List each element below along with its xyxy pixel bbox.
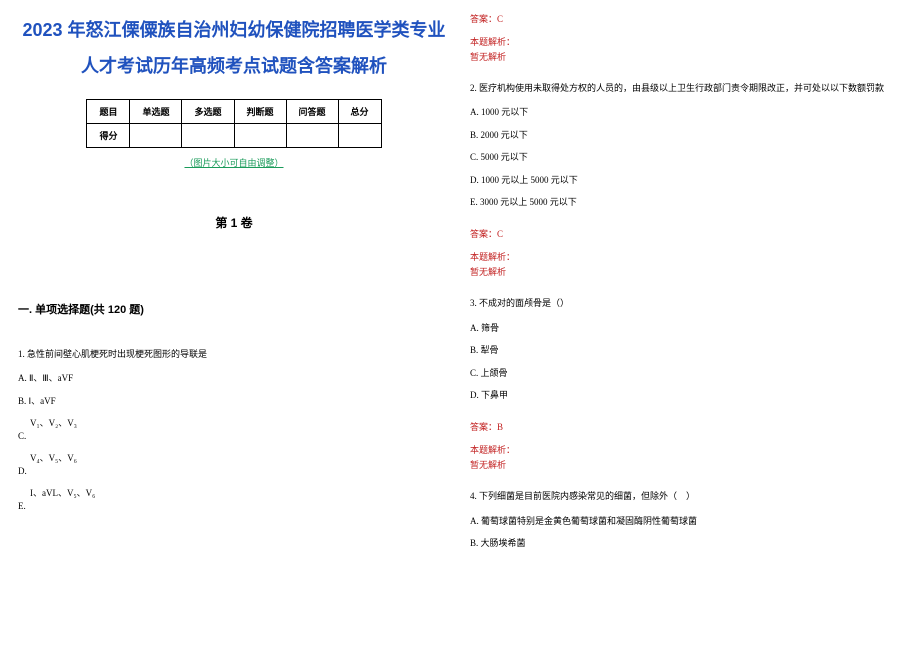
q4-text: 4. 下列细菌是目前医院内感染常见的细菌，但除外（ ） xyxy=(470,489,902,503)
q2-optA: A. 1000 元以下 xyxy=(470,105,902,119)
q1-analysis-label: 本题解析： xyxy=(470,35,902,48)
q2-text: 2. 医疗机构使用未取得处方权的人员的，由县级以上卫生行政部门责令期限改正，并可… xyxy=(470,81,902,95)
q2-optE: E. 3000 元以上 5000 元以下 xyxy=(470,195,902,209)
q1-optC-letter: C. xyxy=(18,431,450,441)
q1-analysis-content: 暂无解析 xyxy=(470,50,902,63)
q1-text: 1. 急性前间壁心肌梗死时出现梗死图形的导联是 xyxy=(18,347,450,361)
q1-optE-letter: E. xyxy=(18,501,450,511)
q1-answer: 答案：C xyxy=(470,12,902,25)
q1-optE-text: I、aVL、V₅、V₆ xyxy=(18,486,450,499)
section-header: 一. 单项选择题(共 120 题) xyxy=(18,301,450,317)
th-judge: 判断题 xyxy=(234,100,286,124)
q3-analysis-label: 本题解析： xyxy=(470,443,902,456)
cell-empty xyxy=(286,124,338,148)
th-multi: 多选题 xyxy=(182,100,234,124)
q1-optB: B. Ⅰ、aVF xyxy=(18,394,450,408)
q4-optB: B. 大肠埃希菌 xyxy=(470,536,902,550)
cell-empty xyxy=(338,124,381,148)
table-note: （图片大小可自由调整） xyxy=(18,156,450,169)
cell-empty xyxy=(182,124,234,148)
q1-optD-text: V₄、V₅、V₆ xyxy=(18,451,450,464)
q1-optC-text: V₁、V₂、V₃ xyxy=(18,416,450,429)
q2-optD: D. 1000 元以上 5000 元以下 xyxy=(470,173,902,187)
main-title: 2023 年怒江傈僳族自治州妇幼保健院招聘医学类专业人才考试历年高频考点试题含答… xyxy=(18,12,450,84)
q3-answer: 答案：B xyxy=(470,420,902,433)
q1-optD-letter: D. xyxy=(18,466,450,476)
th-item: 题目 xyxy=(87,100,130,124)
cell-empty xyxy=(130,124,182,148)
q2-optC: C. 5000 元以下 xyxy=(470,150,902,164)
q3-text: 3. 不成对的面颅骨是（） xyxy=(470,296,902,310)
question-1: 1. 急性前间壁心肌梗死时出现梗死图形的导联是 A. Ⅱ、Ⅲ、aVF B. Ⅰ、… xyxy=(18,347,450,511)
q4-optA: A. 葡萄球菌特别是金黄色葡萄球菌和凝固酶阴性葡萄球菌 xyxy=(470,514,902,528)
th-qa: 问答题 xyxy=(286,100,338,124)
th-single: 单选题 xyxy=(130,100,182,124)
q1-optA: A. Ⅱ、Ⅲ、aVF xyxy=(18,371,450,385)
q2-answer: 答案：C xyxy=(470,227,902,240)
score-table: 题目 单选题 多选题 判断题 问答题 总分 得分 xyxy=(86,99,381,148)
question-4: 4. 下列细菌是目前医院内感染常见的细菌，但除外（ ） A. 葡萄球菌特别是金黄… xyxy=(470,489,902,550)
q2-analysis-label: 本题解析： xyxy=(470,250,902,263)
question-3: 3. 不成对的面颅骨是（） A. 筛骨 B. 犁骨 C. 上颌骨 D. 下鼻甲 xyxy=(470,296,902,402)
q3-optC: C. 上颌骨 xyxy=(470,366,902,380)
q3-optA: A. 筛骨 xyxy=(470,321,902,335)
volume-title: 第 1 卷 xyxy=(18,214,450,231)
q2-optB: B. 2000 元以下 xyxy=(470,128,902,142)
q3-optB: B. 犁骨 xyxy=(470,343,902,357)
question-2: 2. 医疗机构使用未取得处方权的人员的，由县级以上卫生行政部门责令期限改正，并可… xyxy=(470,81,902,209)
q3-analysis-content: 暂无解析 xyxy=(470,458,902,471)
row-label: 得分 xyxy=(87,124,130,148)
cell-empty xyxy=(234,124,286,148)
th-total: 总分 xyxy=(338,100,381,124)
q2-analysis-content: 暂无解析 xyxy=(470,265,902,278)
q3-optD: D. 下鼻甲 xyxy=(470,388,902,402)
